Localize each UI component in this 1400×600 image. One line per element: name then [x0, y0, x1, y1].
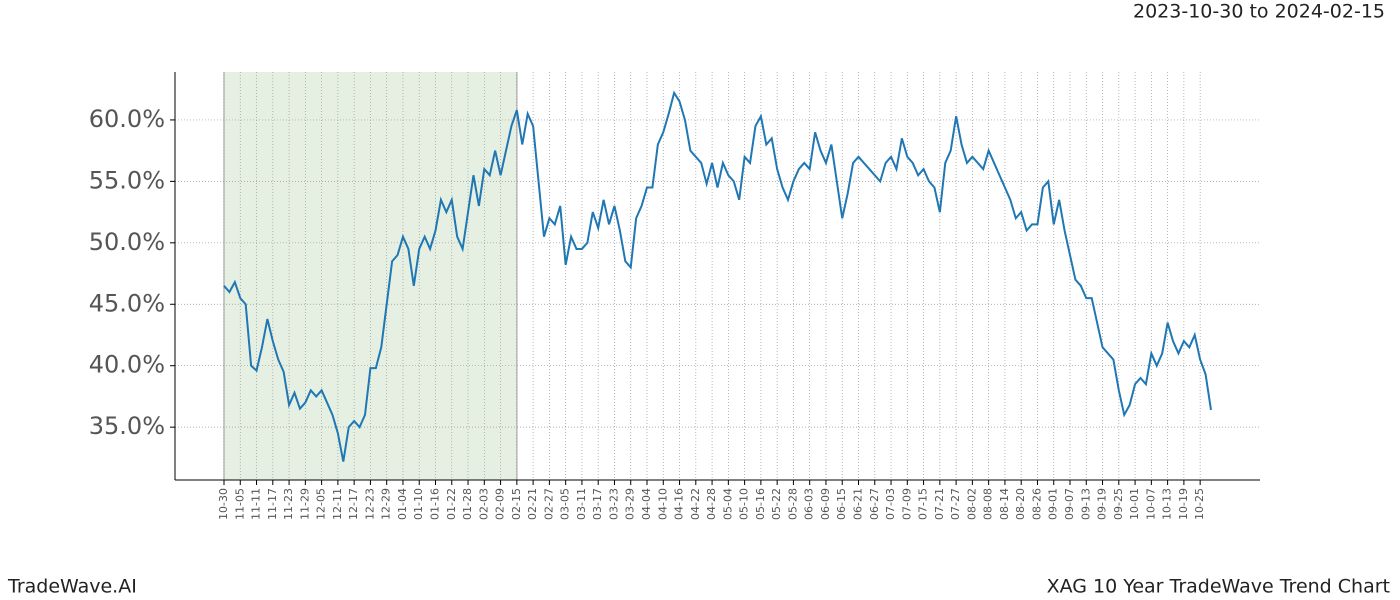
x-tick-label: 10-25 [1193, 488, 1206, 520]
x-tick-label: 05-22 [770, 488, 783, 520]
x-tick-label: 03-17 [591, 488, 604, 520]
x-tick-label: 11-05 [233, 488, 246, 520]
x-tick-label: 08-20 [1014, 488, 1027, 520]
x-tick-label: 07-15 [917, 488, 930, 520]
x-tick-label: 09-13 [1079, 488, 1092, 520]
x-tick-label: 11-11 [250, 488, 263, 520]
x-tick-label: 09-01 [1047, 488, 1060, 520]
x-tick-label: 02-21 [526, 488, 539, 520]
x-tick-label: 02-15 [510, 488, 523, 520]
x-tick-label: 12-23 [363, 488, 376, 520]
x-tick-label: 11-23 [282, 488, 295, 520]
chart-name: XAG 10 Year TradeWave Trend Chart [1047, 576, 1390, 598]
x-tick-label: 05-16 [754, 488, 767, 520]
x-tick-label: 03-29 [624, 488, 637, 520]
x-tick-label: 01-16 [429, 488, 442, 520]
x-tick-label: 06-27 [868, 488, 881, 520]
y-tick-label: 40.0% [89, 351, 165, 379]
x-tick-label: 08-08 [982, 488, 995, 520]
x-tick-label: 10-01 [1128, 488, 1141, 520]
x-tick-label: 06-03 [803, 488, 816, 520]
x-tick-label: 01-04 [396, 488, 409, 520]
x-tick-label: 12-17 [347, 488, 360, 520]
x-tick-label: 08-26 [1030, 488, 1043, 520]
x-tick-label: 10-07 [1144, 488, 1157, 520]
x-tick-label: 04-10 [656, 488, 669, 520]
x-tick-label: 07-03 [884, 488, 897, 520]
series-line [223, 90, 1212, 462]
x-tick-label: 09-25 [1112, 488, 1125, 520]
x-tick-label: 11-17 [266, 488, 279, 520]
y-tick-label: 55.0% [89, 166, 165, 194]
x-tick-label: 07-21 [933, 488, 946, 520]
x-tick-label: 12-05 [315, 488, 328, 520]
y-tick-label: 50.0% [89, 228, 165, 256]
x-tick-label: 12-29 [380, 488, 393, 520]
x-tick-label: 05-28 [786, 488, 799, 520]
y-tick-label: 35.0% [89, 412, 165, 440]
x-tick-label: 03-23 [607, 488, 620, 520]
x-tick-label: 03-05 [559, 488, 572, 520]
x-tick-label: 07-27 [949, 488, 962, 520]
x-tick-label: 06-09 [819, 488, 832, 520]
x-tick-label: 09-07 [1063, 488, 1076, 520]
x-tick-label: 05-04 [721, 488, 734, 520]
x-tick-label: 04-16 [673, 488, 686, 520]
x-tick-label: 02-27 [542, 488, 555, 520]
x-tick-label: 10-19 [1177, 488, 1190, 520]
x-tick-label: 04-22 [689, 488, 702, 520]
x-tick-label: 02-03 [477, 488, 490, 520]
x-tick-label: 11-29 [298, 488, 311, 520]
x-tick-label: 08-14 [998, 488, 1011, 520]
x-tick-label: 04-04 [640, 488, 653, 520]
date-range: 2023-10-30 to 2024-02-15 [1133, 1, 1385, 23]
x-tick-label: 10-30 [217, 488, 230, 520]
x-tick-label: 06-15 [835, 488, 848, 520]
x-tick-label: 03-11 [575, 488, 588, 520]
y-tick-label: 60.0% [89, 105, 165, 133]
x-tick-label: 09-19 [1096, 488, 1109, 520]
x-tick-label: 12-11 [331, 488, 344, 520]
x-tick-label: 10-13 [1161, 488, 1174, 520]
x-tick-label: 06-21 [852, 488, 865, 520]
x-tick-label: 01-10 [412, 488, 425, 520]
x-tick-label: 01-28 [461, 488, 474, 520]
x-tick-label: 04-28 [705, 488, 718, 520]
x-tick-label: 02-09 [494, 488, 507, 520]
x-tick-label: 08-02 [965, 488, 978, 520]
x-tick-label: 07-09 [900, 488, 913, 520]
x-tick-label: 05-10 [738, 488, 751, 520]
brand: TradeWave.AI [7, 576, 137, 598]
y-tick-label: 45.0% [89, 289, 165, 317]
x-tick-label: 01-22 [445, 488, 458, 520]
